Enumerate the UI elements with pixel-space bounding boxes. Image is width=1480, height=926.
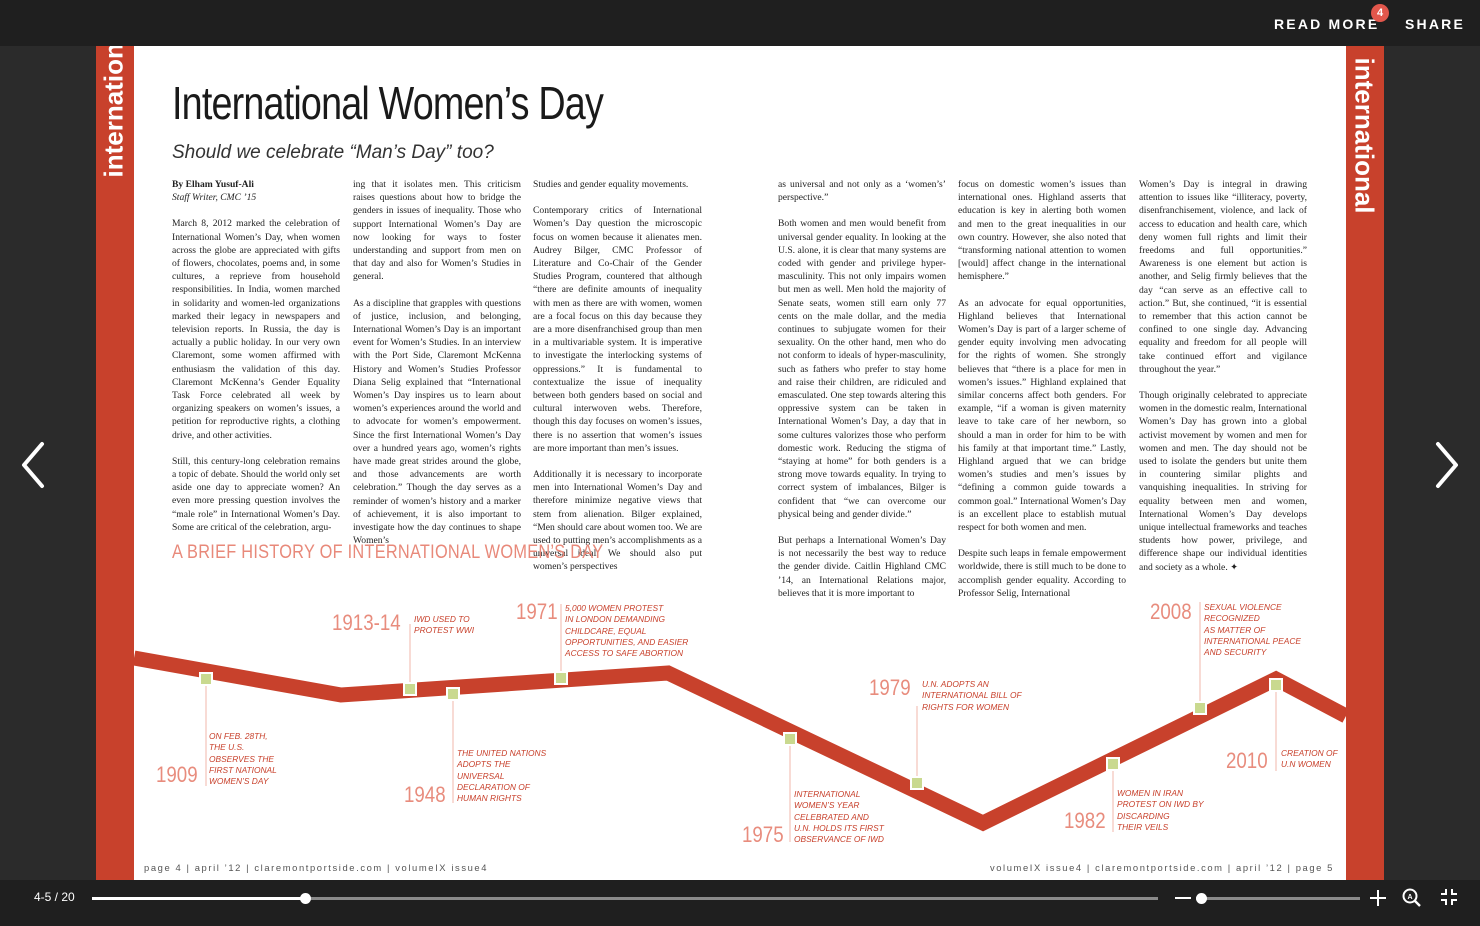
timeline-marker xyxy=(554,671,568,685)
paragraph: Though originally celebrated to apprecia… xyxy=(1139,390,1307,573)
section-bar-left: international xyxy=(96,46,134,880)
page-progress-slider[interactable] xyxy=(92,893,1158,904)
timeline-event: THE UNITED NATIONS ADOPTS THE UNIVERSAL … xyxy=(457,748,547,804)
magazine-spread: international international Internationa… xyxy=(96,46,1384,880)
read-more-badge: 4 xyxy=(1371,4,1389,22)
bottom-toolbar: 4-5 / 20 A xyxy=(0,880,1480,926)
paragraph: Despite such leaps in female empowerment… xyxy=(958,548,1126,599)
timeline-year: 1975 xyxy=(742,822,784,847)
timeline-year: 1982 xyxy=(1064,808,1106,833)
author-role: Staff Writer, CMC ’15 xyxy=(172,192,257,204)
paragraph: Both women and men would benefit from un… xyxy=(778,218,946,520)
progress-fill xyxy=(92,897,306,900)
fullscreen-icon xyxy=(1441,889,1457,905)
paragraph: Studies and gender equality movements. xyxy=(533,179,689,190)
paragraph: But perhaps a International Women’s Day … xyxy=(778,535,946,599)
footer-right: volumeIX issue4 | claremontportside.com … xyxy=(989,862,1334,873)
paragraph: focus on domestic women’s issues than in… xyxy=(958,179,1126,283)
paragraph: Contemporary critics of International Wo… xyxy=(533,205,702,454)
timeline-event: WOMEN IN IRAN PROTEST ON IWD BY DISCARDI… xyxy=(1117,788,1204,832)
timeline-leaders xyxy=(205,602,1277,842)
fullscreen-button[interactable] xyxy=(1438,886,1460,908)
article-column-5: focus on domestic women’s issues than in… xyxy=(958,178,1126,613)
magnify-button[interactable]: A xyxy=(1401,886,1423,908)
section-bar-right: international xyxy=(1346,46,1384,880)
article-column-6: Women’s Day is integral in drawing atten… xyxy=(1139,178,1307,587)
zoom-search-icon: A xyxy=(1402,888,1421,907)
paragraph: as universal and not only as a ‘women’s’… xyxy=(778,179,946,204)
zoom-handle[interactable] xyxy=(1196,893,1207,904)
paragraph: ing that it isolates men. This criticism… xyxy=(353,179,521,283)
svg-text:A: A xyxy=(1407,894,1412,901)
article-column-4: as universal and not only as a ‘women’s’… xyxy=(778,178,946,613)
timeline-year: 1913-14 xyxy=(332,610,401,635)
timeline-marker xyxy=(1193,701,1207,715)
timeline-marker xyxy=(783,732,797,746)
timeline-year: 1948 xyxy=(404,782,446,807)
page-counter: 4-5 / 20 xyxy=(34,890,75,904)
timeline-marker xyxy=(1269,678,1283,692)
plus-icon xyxy=(1370,890,1386,906)
article-subtitle: Should we celebrate “Man’s Day” too? xyxy=(172,142,494,163)
timeline-year: 2010 xyxy=(1226,748,1268,773)
share-button[interactable]: SHARE xyxy=(1405,16,1466,32)
paragraph: Additionally it is necessary to incorpor… xyxy=(533,469,702,573)
timeline-year: 1909 xyxy=(156,762,198,787)
next-page-button[interactable] xyxy=(1428,440,1468,490)
paragraph: Women’s Day is integral in drawing atten… xyxy=(1139,179,1307,375)
footer-left: page 4 | april ’12 | claremontportside.c… xyxy=(144,862,489,873)
chevron-left-icon xyxy=(22,442,44,488)
paragraph: March 8, 2012 marked the celebration of … xyxy=(172,218,340,441)
timeline-event: INTERNATIONAL WOMEN’S YEAR CELEBRATED AN… xyxy=(794,789,884,845)
minus-icon xyxy=(1175,897,1191,899)
zoom-slider[interactable] xyxy=(1196,893,1360,904)
timeline-event: U.N. ADOPTS AN INTERNATIONAL BILL OF RIG… xyxy=(922,679,1022,712)
paragraph: Still, this century-long celebration rem… xyxy=(172,455,340,533)
article-column-2: ing that it isolates men. This criticism… xyxy=(353,178,521,560)
read-more-button[interactable]: READ MORE xyxy=(1274,16,1380,32)
article-column-3: Studies and gender equality movements. C… xyxy=(533,178,702,587)
paragraph: As an advocate for equal opportunities, … xyxy=(958,297,1126,534)
byline: By Elham Yusuf-Ali xyxy=(172,179,254,190)
history-heading: A BRIEF HISTORY OF INTERNATIONAL WOMEN’S… xyxy=(172,542,604,563)
timeline-year: 2008 xyxy=(1150,599,1192,624)
timeline-event: ON FEB. 28TH, THE U.S. OBSERVES THE FIRS… xyxy=(209,731,277,787)
zoom-in-button[interactable] xyxy=(1367,886,1389,908)
previous-page-button[interactable] xyxy=(12,440,52,490)
timeline-event: IWD USED TO PROTEST WWI xyxy=(414,614,475,636)
timeline-marker xyxy=(910,776,924,790)
chevron-right-icon xyxy=(1436,442,1458,488)
progress-handle[interactable] xyxy=(300,893,312,904)
timeline-year: 1979 xyxy=(869,675,911,700)
zoom-out-button[interactable] xyxy=(1172,886,1194,908)
timeline-band xyxy=(132,650,1350,832)
timeline-marker xyxy=(1106,757,1120,771)
timeline-event: CREATION OF U.N WOMEN xyxy=(1281,748,1338,770)
timeline-event: 5,000 WOMEN PROTEST IN LONDON DEMANDING … xyxy=(565,603,689,659)
paragraph: As a discipline that grapples with quest… xyxy=(353,297,521,547)
timeline-markers xyxy=(199,671,1283,790)
top-toolbar: READ MORE 4 SHARE xyxy=(0,0,1480,46)
timeline-graphic xyxy=(132,602,1350,842)
timeline-marker xyxy=(446,687,460,701)
article-title: International Women’s Day xyxy=(172,77,604,129)
timeline-year: 1971 xyxy=(516,599,558,624)
article-column-1: By Elham Yusuf-Ali Staff Writer, CMC ’15… xyxy=(172,178,340,547)
timeline-event: SEXUAL VIOLENCE RECOGNIZED AS MATTER OF … xyxy=(1204,602,1301,658)
timeline-marker xyxy=(403,682,417,696)
timeline-marker xyxy=(199,672,213,686)
